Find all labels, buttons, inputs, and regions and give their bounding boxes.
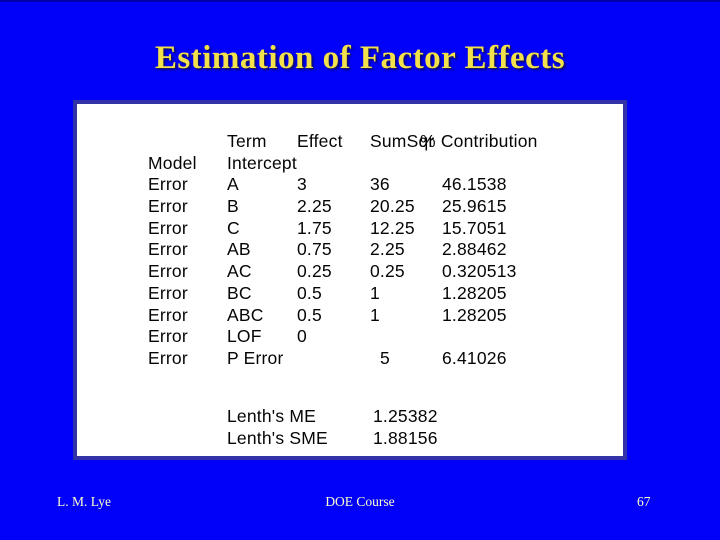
lenth-me-value: 1.25382 xyxy=(373,406,438,426)
lenth-me-row: Lenth's ME 1.25382 xyxy=(227,406,437,428)
header-sumsqr: SumSqr xyxy=(370,131,435,151)
table-row-intercept: Model Intercept xyxy=(148,153,588,175)
term-cell: BC xyxy=(227,282,252,303)
source-cell: Error xyxy=(148,282,188,303)
sumsqr-cell: 1 xyxy=(370,304,380,325)
sumsqr-cell: 20.25 xyxy=(370,196,415,217)
header-contribution: % Contribution xyxy=(420,131,538,151)
term-cell: AB xyxy=(227,239,251,260)
table-header-row: Term Effect SumSqr % Contribution xyxy=(148,131,588,153)
table-row-b: Error B 2.25 20.25 25.9615 xyxy=(148,196,588,218)
lenth-sme-label: Lenth's SME xyxy=(227,427,328,448)
effects-table: Term Effect SumSqr % Contribution Model … xyxy=(148,131,588,370)
slide-top-edge xyxy=(0,0,720,2)
contribution-cell: 25.9615 xyxy=(442,196,507,217)
source-cell: Model xyxy=(148,152,197,173)
contribution-cell: 0.320513 xyxy=(442,261,517,282)
table-row-perror: Error P Error 5 6.41026 xyxy=(148,348,588,370)
table-row-bc: Error BC 0.5 1 1.28205 xyxy=(148,283,588,305)
source-cell: Error xyxy=(148,174,188,195)
term-cell: Intercept xyxy=(227,152,297,173)
term-cell: P Error xyxy=(227,347,284,368)
footer-course: DOE Course xyxy=(325,494,395,509)
term-cell: B xyxy=(227,196,239,217)
sumsqr-cell: 1 xyxy=(370,282,380,303)
effect-cell: 0.75 xyxy=(297,239,332,260)
source-cell: Error xyxy=(148,347,188,368)
header-effect: Effect xyxy=(297,131,343,151)
source-cell: Error xyxy=(148,239,188,260)
term-cell: LOF xyxy=(227,326,262,347)
sumsqr-cell: 2.25 xyxy=(370,239,405,260)
content-panel xyxy=(73,100,627,460)
lenth-me-label: Lenth's ME xyxy=(227,406,316,426)
term-cell: C xyxy=(227,217,240,238)
effect-cell: 3 xyxy=(297,174,307,195)
table-row-ab: Error AB 0.75 2.25 2.88462 xyxy=(148,239,588,261)
table-row-abc: Error ABC 0.5 1 1.28205 xyxy=(148,305,588,327)
source-cell: Error xyxy=(148,196,188,217)
lenth-statistics: Lenth's ME 1.25382 Lenth's SME 1.88156 xyxy=(227,406,437,450)
contribution-cell: 1.28205 xyxy=(442,304,507,325)
footer-page-number: 67 xyxy=(637,494,651,509)
effect-cell: 0.5 xyxy=(297,304,322,325)
effect-cell: 1.75 xyxy=(297,217,332,238)
sumsqr-cell: 12.25 xyxy=(370,217,415,238)
sumsqr-cell: 36 xyxy=(370,174,390,195)
source-cell: Error xyxy=(148,326,188,347)
contribution-cell: 2.88462 xyxy=(442,239,507,260)
sumsqr-cell: 5 xyxy=(380,347,390,368)
contribution-cell: 15.7051 xyxy=(442,217,507,238)
table-row-a: Error A 3 36 46.1538 xyxy=(148,174,588,196)
contribution-cell: 6.41026 xyxy=(442,347,507,368)
slide-title: Estimation of Factor Effects xyxy=(154,40,566,76)
lenth-sme-value: 1.88156 xyxy=(373,427,438,448)
effect-cell: 0.25 xyxy=(297,261,332,282)
term-cell: A xyxy=(227,174,239,195)
table-row-lof: Error LOF 0 xyxy=(148,326,588,348)
effect-cell: 2.25 xyxy=(297,196,332,217)
term-cell: AC xyxy=(227,261,252,282)
contribution-cell: 46.1538 xyxy=(442,174,507,195)
header-term: Term xyxy=(227,131,267,151)
effect-cell: 0.5 xyxy=(297,282,322,303)
source-cell: Error xyxy=(148,217,188,238)
footer-author: L. M. Lye xyxy=(57,494,111,509)
term-cell: ABC xyxy=(227,304,264,325)
sumsqr-cell: 0.25 xyxy=(370,261,405,282)
table-row-c: Error C 1.75 12.25 15.7051 xyxy=(148,218,588,240)
table-row-ac: Error AC 0.25 0.25 0.320513 xyxy=(148,261,588,283)
lenth-sme-row: Lenth's SME 1.88156 xyxy=(227,427,437,450)
source-cell: Error xyxy=(148,261,188,282)
source-cell: Error xyxy=(148,304,188,325)
effect-cell: 0 xyxy=(297,326,307,347)
contribution-cell: 1.28205 xyxy=(442,282,507,303)
